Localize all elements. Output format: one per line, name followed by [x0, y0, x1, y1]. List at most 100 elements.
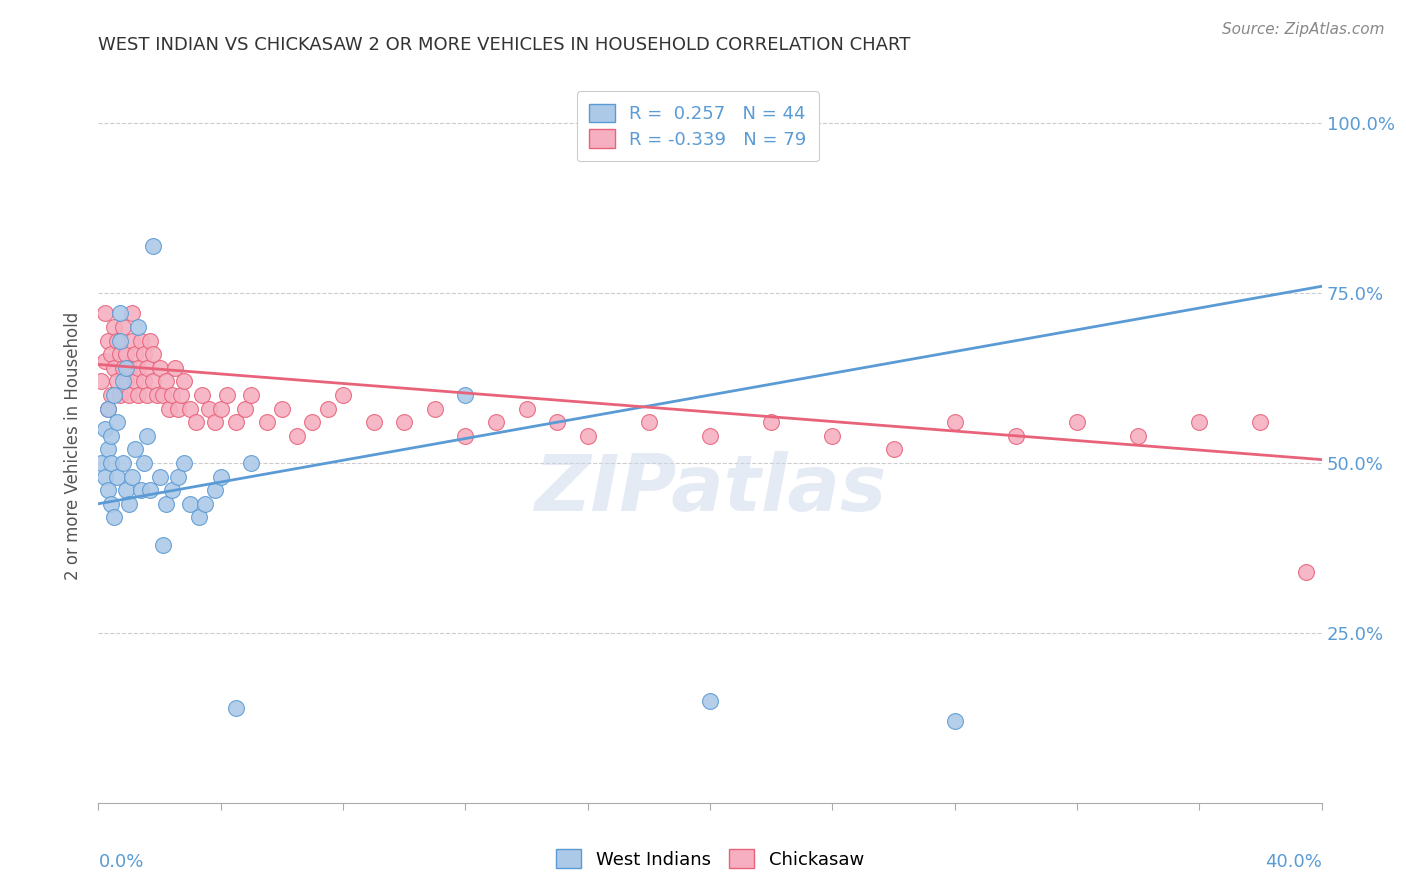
Point — [392, 415, 416, 429]
Point — [167, 469, 190, 483]
Point — [225, 415, 247, 429]
Point — [136, 429, 159, 443]
Text: ZIPatlas: ZIPatlas — [534, 450, 886, 527]
Point — [108, 334, 131, 348]
Point — [301, 415, 323, 429]
Point — [157, 401, 180, 416]
Point — [124, 442, 146, 457]
Point — [111, 456, 134, 470]
Point — [209, 401, 232, 416]
Point — [170, 388, 193, 402]
Point — [105, 415, 128, 429]
Point — [105, 469, 128, 483]
Point — [111, 375, 134, 389]
Point — [152, 537, 174, 551]
Point — [97, 483, 120, 498]
Point — [100, 347, 122, 361]
Point — [145, 388, 167, 402]
Point — [129, 334, 152, 348]
Point — [204, 483, 226, 498]
Point — [121, 306, 143, 320]
Point — [103, 360, 125, 375]
Point — [1066, 415, 1088, 429]
Point — [233, 401, 256, 416]
Point — [943, 714, 966, 729]
Point — [100, 456, 122, 470]
Point — [240, 456, 263, 470]
Point — [97, 334, 120, 348]
Point — [194, 497, 217, 511]
Point — [134, 347, 156, 361]
Point — [191, 388, 214, 402]
Text: 40.0%: 40.0% — [1265, 853, 1322, 871]
Y-axis label: 2 or more Vehicles in Household: 2 or more Vehicles in Household — [65, 312, 83, 580]
Point — [103, 320, 125, 334]
Point — [108, 347, 131, 361]
Point — [127, 388, 149, 402]
Point — [115, 360, 138, 375]
Point — [332, 388, 354, 402]
Point — [188, 510, 211, 524]
Point — [699, 694, 721, 708]
Point — [93, 306, 115, 320]
Point — [90, 375, 112, 389]
Point — [97, 442, 120, 457]
Point — [97, 401, 120, 416]
Legend: West Indians, Chickasaw: West Indians, Chickasaw — [548, 842, 872, 876]
Point — [105, 334, 128, 348]
Point — [1295, 565, 1317, 579]
Point — [270, 401, 292, 416]
Point — [139, 483, 162, 498]
Point — [97, 401, 120, 416]
Point — [115, 375, 138, 389]
Point — [197, 401, 219, 416]
Point — [103, 388, 125, 402]
Point — [118, 497, 141, 511]
Point — [155, 497, 177, 511]
Point — [209, 469, 232, 483]
Point — [124, 375, 146, 389]
Point — [115, 483, 138, 498]
Point — [100, 497, 122, 511]
Point — [163, 360, 186, 375]
Point — [127, 360, 149, 375]
Point — [136, 388, 159, 402]
Point — [134, 375, 156, 389]
Text: WEST INDIAN VS CHICKASAW 2 OR MORE VEHICLES IN HOUSEHOLD CORRELATION CHART: WEST INDIAN VS CHICKASAW 2 OR MORE VEHIC… — [98, 36, 911, 54]
Point — [149, 469, 172, 483]
Point — [454, 429, 477, 443]
Point — [152, 388, 174, 402]
Text: 0.0%: 0.0% — [98, 853, 143, 871]
Point — [699, 429, 721, 443]
Point — [1188, 415, 1211, 429]
Point — [485, 415, 508, 429]
Point — [100, 388, 122, 402]
Point — [115, 347, 138, 361]
Point — [111, 320, 134, 334]
Point — [93, 469, 115, 483]
Point — [516, 401, 538, 416]
Point — [883, 442, 905, 457]
Point — [173, 456, 195, 470]
Point — [155, 375, 177, 389]
Point — [186, 415, 208, 429]
Point — [204, 415, 226, 429]
Point — [576, 429, 599, 443]
Point — [111, 360, 134, 375]
Point — [215, 388, 238, 402]
Point — [637, 415, 661, 429]
Point — [139, 334, 162, 348]
Point — [142, 347, 165, 361]
Point — [129, 483, 152, 498]
Point — [225, 700, 247, 714]
Point — [821, 429, 844, 443]
Point — [100, 429, 122, 443]
Point — [240, 388, 263, 402]
Point — [179, 401, 201, 416]
Point — [167, 401, 190, 416]
Point — [173, 375, 195, 389]
Point — [93, 422, 115, 436]
Point — [1249, 415, 1271, 429]
Point — [423, 401, 446, 416]
Point — [118, 360, 141, 375]
